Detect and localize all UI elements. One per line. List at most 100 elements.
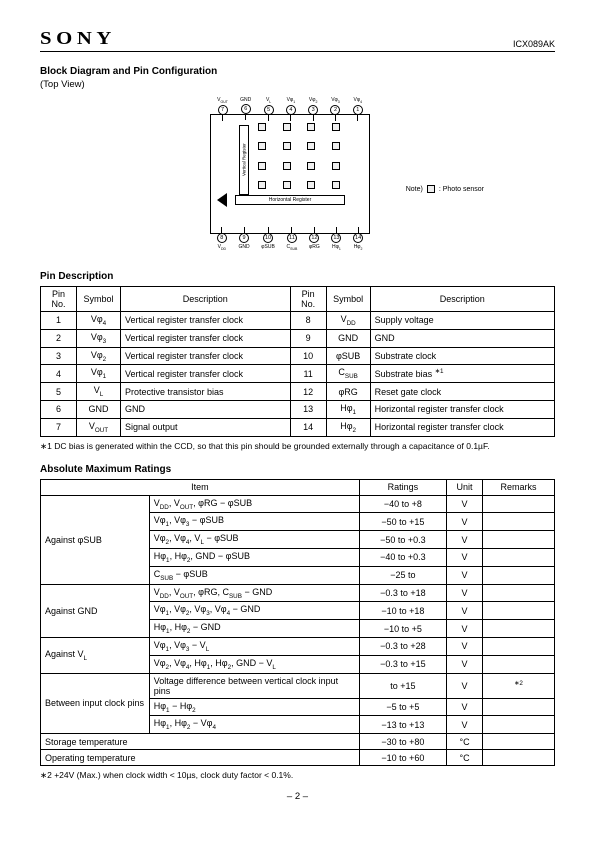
table-cell: VDD (326, 312, 370, 330)
table-cell: °C (447, 734, 483, 750)
table-cell (483, 750, 555, 766)
photo-sensor-pixel (258, 162, 266, 170)
table-cell: 5 (41, 383, 77, 401)
photo-sensor-pixel (258, 142, 266, 150)
pin-number: 2 (330, 105, 340, 115)
column-header: Symbol (326, 287, 370, 312)
table-cell: 6 (41, 400, 77, 418)
table-cell: −0.3 to +18 (359, 584, 446, 602)
table-cell (483, 734, 555, 750)
photo-sensor-pixel (332, 162, 340, 170)
ratings-title: Absolute Maximum Ratings (40, 464, 555, 475)
col-unit: Unit (447, 479, 483, 495)
table-cell: Horizontal register transfer clock (370, 400, 554, 418)
table-cell: °C (447, 750, 483, 766)
table-cell: Vφ2, Vφ4, VL − φSUB (149, 531, 359, 549)
photo-sensor-pixel (307, 162, 315, 170)
table-cell: Storage temperature (41, 734, 360, 750)
pin-label: Hφ1 (332, 244, 341, 251)
ratings-table: Item Ratings Unit Remarks Against φSUBVD… (40, 479, 555, 767)
table-cell (483, 716, 555, 734)
block-diagram: VOUT7GND6VL5Vφ14Vφ23Vφ32Vφ41 8VDD9GND10φ… (40, 94, 555, 259)
table-cell: V (447, 655, 483, 673)
table-cell: 11 (290, 365, 326, 383)
col-ratings: Ratings (359, 479, 446, 495)
table-row: 4Vφ1Vertical register transfer clock11CS… (41, 365, 555, 383)
table-cell: Vφ1, Vφ2, Vφ3, Vφ4 − GND (149, 602, 359, 620)
col-remarks: Remarks (483, 479, 555, 495)
pin-label: φRG (309, 244, 320, 250)
table-cell: Vφ1, Vφ3 − VL (149, 638, 359, 656)
photo-sensor-pixel (283, 142, 291, 150)
table-cell: 7 (41, 418, 77, 436)
pin-number: 1 (353, 105, 363, 115)
table-cell: −13 to +13 (359, 716, 446, 734)
table-row: Against φSUBVDD, VOUT, φRG − φSUB−40 to … (41, 495, 555, 513)
pin-row-bottom: 8VDD9GND10φSUB11CSUB12φRG13Hφ114Hφ2 (211, 227, 369, 251)
table-cell: VDD, VOUT, φRG, CSUB − GND (149, 584, 359, 602)
table-cell: 13 (290, 400, 326, 418)
photo-sensor-pixel (307, 123, 315, 131)
table-cell: −5 to +5 (359, 698, 446, 716)
pin: VOUT7 (217, 97, 228, 121)
photo-sensor-pixel (307, 142, 315, 150)
row-group-label: Against VL (41, 638, 150, 674)
table-cell: −10 to +5 (359, 620, 446, 638)
photo-sensor-pixel (332, 181, 340, 189)
photo-sensor-icon (427, 185, 435, 193)
table-cell: −0.3 to +15 (359, 655, 446, 673)
pin-number: 10 (263, 233, 273, 243)
pin-label: CSUB (287, 244, 298, 251)
table-cell: Vertical register transfer clock (121, 365, 291, 383)
table-cell: Vφ1 (77, 365, 121, 383)
pin-number: 14 (353, 233, 363, 243)
logo: SONY (40, 28, 116, 49)
pin-label: Hφ2 (354, 244, 363, 251)
vertical-register: Vertical Register (239, 125, 249, 195)
column-header: Pin No. (41, 287, 77, 312)
pin-label: GND (239, 244, 250, 250)
pin-number: 12 (309, 233, 319, 243)
table-cell: Supply voltage (370, 312, 554, 330)
table-cell (483, 620, 555, 638)
table-cell: Operating temperature (41, 750, 360, 766)
table-cell: Horizontal register transfer clock (370, 418, 554, 436)
table-cell: GND (121, 400, 291, 418)
table-header-row: Item Ratings Unit Remarks (41, 479, 555, 495)
table-cell: V (447, 638, 483, 656)
table-row: 7VOUTSignal output14Hφ2Horizontal regist… (41, 418, 555, 436)
pin-number: 5 (264, 105, 274, 115)
table-cell: Substrate clock (370, 347, 554, 365)
table-cell: Protective transistor bias (121, 383, 291, 401)
table-cell: Vφ1, Vφ3 − φSUB (149, 513, 359, 531)
column-header: Description (121, 287, 291, 312)
chip-outline: VOUT7GND6VL5Vφ14Vφ23Vφ32Vφ41 8VDD9GND10φ… (210, 114, 370, 234)
table-cell (483, 638, 555, 656)
table-cell (483, 513, 555, 531)
table-header-row: Pin No.SymbolDescriptionPin No.SymbolDes… (41, 287, 555, 312)
pin-label: VOUT (217, 97, 228, 104)
table-cell: Vertical register transfer clock (121, 312, 291, 330)
pin-label: Vφ1 (287, 97, 296, 104)
page-number: – 2 – (40, 791, 555, 802)
table-cell: V (447, 673, 483, 698)
table-cell: −50 to +15 (359, 513, 446, 531)
table-cell (483, 602, 555, 620)
table-cell: −30 to +80 (359, 734, 446, 750)
table-cell: VDD, VOUT, φRG − φSUB (149, 495, 359, 513)
table-cell (483, 549, 555, 567)
table-cell: Vertical register transfer clock (121, 329, 291, 347)
row-group-label: Between input clock pins (41, 673, 150, 734)
table-cell: −25 to (359, 566, 446, 584)
pin-number: 8 (217, 233, 227, 243)
column-header: Symbol (77, 287, 121, 312)
table-cell: to +15 (359, 673, 446, 698)
photo-sensor-pixel (258, 123, 266, 131)
row-group-label: Against GND (41, 584, 150, 637)
output-amplifier-icon (217, 193, 227, 207)
table-cell: V (447, 698, 483, 716)
table-cell (483, 655, 555, 673)
table-cell (483, 531, 555, 549)
table-cell: Vφ3 (77, 329, 121, 347)
pin: Vφ41 (353, 97, 363, 121)
